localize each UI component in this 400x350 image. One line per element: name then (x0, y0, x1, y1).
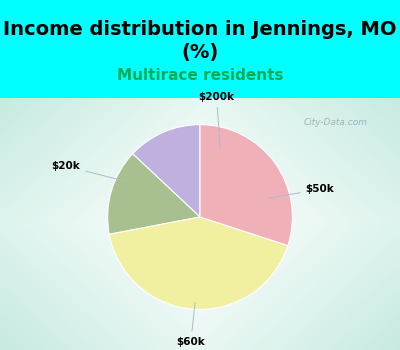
Text: Income distribution in Jennings, MO
(%): Income distribution in Jennings, MO (%) (3, 20, 397, 62)
Text: $200k: $200k (199, 92, 235, 148)
Wedge shape (133, 125, 200, 217)
Wedge shape (200, 125, 292, 246)
Text: $20k: $20k (52, 161, 125, 181)
Text: $50k: $50k (269, 184, 334, 198)
Text: $60k: $60k (176, 303, 205, 347)
Wedge shape (109, 217, 288, 309)
Text: City-Data.com: City-Data.com (304, 118, 368, 127)
Wedge shape (108, 154, 200, 234)
Text: Multirace residents: Multirace residents (117, 68, 283, 83)
